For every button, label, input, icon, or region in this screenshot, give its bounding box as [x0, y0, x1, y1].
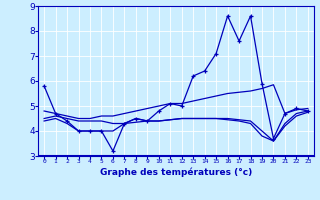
X-axis label: Graphe des températures (°c): Graphe des températures (°c): [100, 167, 252, 177]
